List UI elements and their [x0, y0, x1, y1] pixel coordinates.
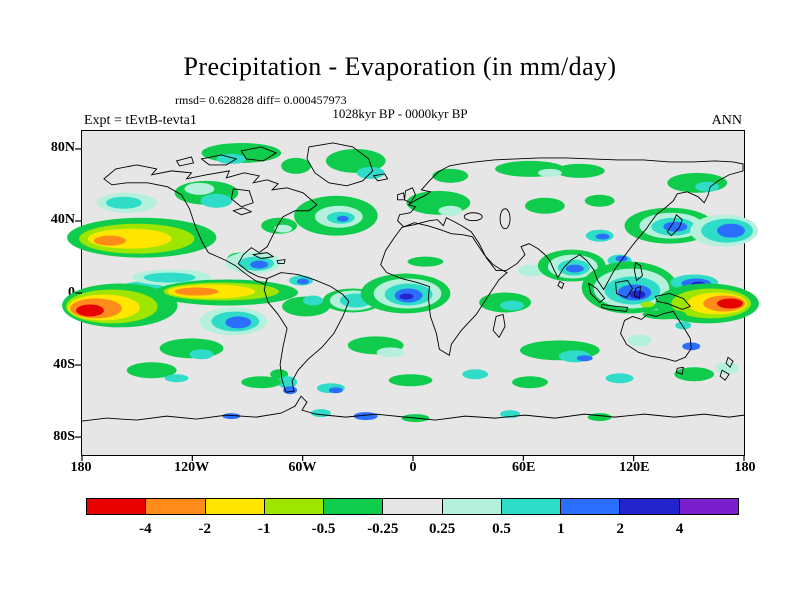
colorbar-cell — [146, 499, 206, 514]
lat-tick-label: 40N — [50, 212, 75, 228]
lat-tick-label: 80N — [50, 140, 75, 155]
figure-title: Precipitation - Evaporation (in mm/day) — [183, 52, 617, 81]
lon-tick-label: 120W — [174, 460, 210, 475]
season-label: ANN — [711, 113, 742, 128]
colorbar-label: 1 — [557, 521, 565, 537]
period-line: 1028kyr BP - 0000kyr BP — [332, 106, 468, 121]
colorbar-cell — [324, 499, 384, 514]
anomaly-shading-layer — [62, 142, 759, 423]
coastlines-layer — [81, 142, 745, 422]
world-map-svg — [62, 131, 759, 461]
map-plot-area — [62, 130, 759, 461]
colorbar-label: 0.5 — [492, 521, 511, 537]
lat-tick-label: 0 — [68, 284, 75, 300]
colorbar-cell — [442, 499, 502, 514]
lon-axis: 180 120W 60W 0 60E 120E 180 — [59, 460, 767, 476]
lat-tick-label: 40S — [53, 356, 75, 372]
lon-tick-label: 60W — [288, 460, 317, 475]
colorbar-cell — [264, 499, 325, 514]
colorbar-label: -4 — [139, 521, 152, 537]
lon-tick-label: 0 — [409, 460, 417, 475]
colorbar-label: 0.25 — [429, 521, 456, 537]
colorbar — [86, 498, 739, 515]
lat-axis: 80N 40N 0 40S 80S — [29, 139, 75, 446]
colorbar-cell — [501, 499, 562, 514]
axis-ticks-layer — [75, 148, 745, 461]
colorbar-label: -1 — [257, 521, 271, 537]
colorbar-label: -2 — [198, 521, 211, 537]
lat-tick-label: 80S — [53, 429, 75, 444]
colorbar-cell — [679, 499, 738, 514]
lon-tick-label: 60E — [511, 460, 536, 475]
stats-line: rmsd= 0.628828 diff= 0.000457973 — [175, 93, 347, 107]
colorbar-cell — [205, 499, 265, 514]
colorbar-cell — [620, 499, 680, 514]
colorbar-labels: -4 -2 -1 -0.5 -0.25 0.25 0.5 1 2 4 — [86, 521, 739, 541]
lon-tick-label: 120E — [619, 460, 650, 475]
lon-tick-label: 180 — [70, 460, 92, 475]
colorbar-cell — [87, 499, 147, 514]
colorbar-cell — [561, 499, 621, 514]
colorbar-cell — [383, 499, 443, 514]
colorbar-label: -0.25 — [367, 521, 399, 537]
colorbar-label: 2 — [616, 521, 625, 537]
colorbar-label: 4 — [675, 521, 684, 537]
experiment-label: Expt = tEvtB-tevta1 — [84, 113, 197, 128]
colorbar-label: -0.5 — [311, 521, 336, 537]
lon-tick-label: 180 — [734, 460, 756, 475]
